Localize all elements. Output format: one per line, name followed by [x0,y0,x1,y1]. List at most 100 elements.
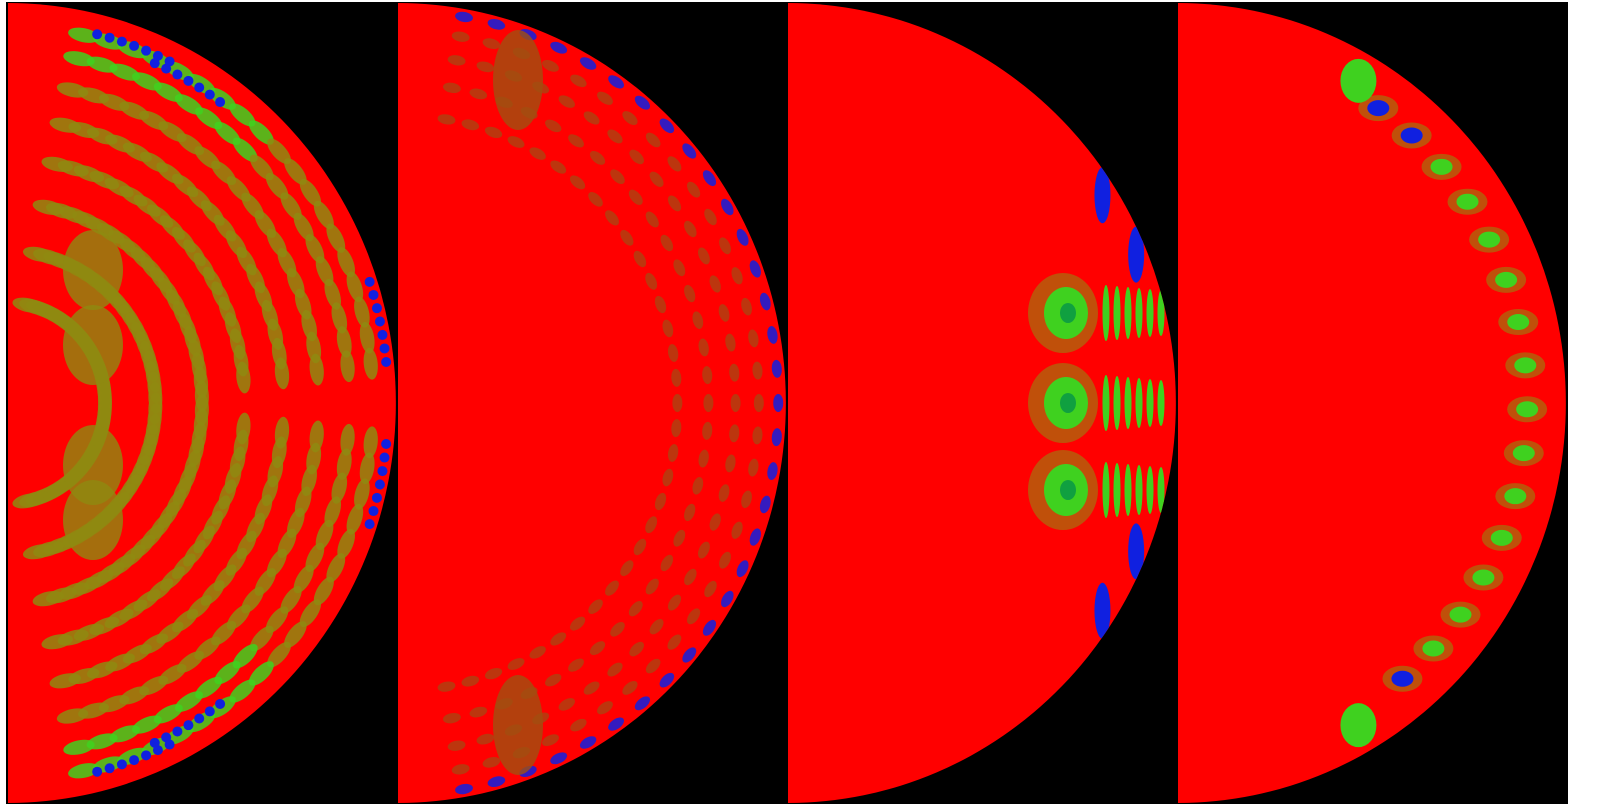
pattern-spot [461,675,480,687]
pattern-spot [645,578,659,595]
pattern-spot [324,278,342,310]
pattern-spot [442,712,461,724]
pattern-spot [633,250,647,268]
pattern-spot [667,634,682,650]
rim-spot [183,75,194,86]
pattern-spot [741,490,752,509]
pattern-spot [437,681,456,692]
pattern-spot [337,247,355,278]
pattern-spot [736,560,749,578]
pattern-spot [340,423,355,456]
pattern-spot [568,658,584,672]
rim-spot [104,763,115,774]
pattern-stripe [1157,467,1165,513]
pattern-spot [729,424,740,443]
pattern-stripe [1157,380,1165,426]
rim-spot [379,452,390,463]
pattern-spot [709,275,721,293]
pattern-spot [579,736,597,749]
pattern-spot [771,428,782,447]
pattern-core [1060,303,1076,323]
pattern-core [1060,393,1076,413]
pattern-blob [1340,703,1377,748]
rim-spot [116,36,127,47]
pattern-spot [719,551,731,569]
pattern-stripe [1102,285,1110,341]
pattern-spot [597,91,613,105]
pattern-blob [1456,193,1479,210]
pattern-spot [610,169,625,185]
rim-spot [1094,582,1111,639]
pattern-spot [542,734,559,747]
pattern-spot [550,752,568,765]
pattern-blob [63,425,123,505]
pattern-spot [629,641,644,657]
pattern-spot [771,359,782,378]
pattern-blob [1512,445,1535,462]
pattern-spot [32,591,65,607]
pattern-stripe [1102,375,1110,431]
pattern-spot [767,462,778,480]
pattern-spot [248,120,274,145]
pattern-spot [634,95,651,110]
pattern-stripe [1135,378,1143,428]
rim-spot [172,726,183,737]
pattern-spot [229,679,256,703]
pattern-blob [493,675,543,775]
pattern [12,27,392,779]
pattern-spot [730,394,741,412]
pattern-spot [447,740,466,751]
pattern-spot [359,321,375,354]
pattern-spot [568,134,584,148]
pattern-spot [570,74,587,88]
rim-spot [141,750,152,761]
pattern-blob [1495,271,1518,288]
rim-spot [364,276,375,287]
pattern-blob [1472,569,1495,586]
pattern-spot [569,616,586,631]
pattern-spot [628,189,643,205]
pattern-spot [610,621,625,637]
pattern-stripe [1157,290,1165,336]
pattern-spot [759,292,771,311]
panel [8,3,396,803]
pattern-spot [326,553,346,583]
pattern-blob [1340,58,1377,103]
pattern-spot [773,394,784,412]
rim-spot [129,755,140,766]
pattern-blob [1400,127,1423,144]
pattern-spot [313,200,334,230]
rim-spot [1128,226,1145,283]
pattern-spot [529,646,546,659]
pattern-spot [698,449,709,468]
pattern-spot [684,503,696,522]
rim-spot [129,40,140,51]
rim-spot [371,492,382,503]
pattern-spot [703,394,714,412]
pattern-spot [702,421,713,440]
pattern-spot [579,57,597,70]
pattern-spot [686,608,701,625]
panel [1178,3,1566,803]
pattern-spot [363,426,378,459]
pattern-spot [482,756,501,768]
pattern-spot [487,776,506,788]
pattern-spot [542,59,559,72]
pattern-spot [634,696,651,711]
pattern-spot [692,477,704,495]
pattern-spot [583,111,600,125]
pattern-spot [702,619,717,636]
pattern-spot [748,329,759,348]
pattern-spot [455,11,473,23]
pattern-spot [709,513,721,531]
pattern-spot [305,542,325,573]
pattern-spot [326,223,346,253]
panels [8,3,1566,803]
pattern-spot [545,119,562,133]
pattern-spot [545,673,562,687]
rim-spot [141,45,152,56]
pattern-spot [484,126,503,138]
pattern-spot [274,357,290,390]
pattern-stripe [1146,466,1154,514]
rim-spot [183,720,194,731]
